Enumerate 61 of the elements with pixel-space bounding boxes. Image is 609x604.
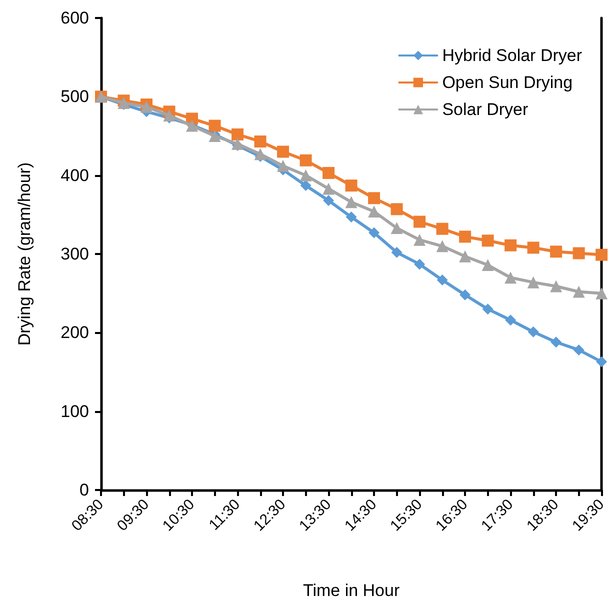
point — [368, 227, 380, 238]
y-tick-label: 300 — [60, 244, 89, 264]
point — [345, 180, 358, 192]
point — [277, 160, 290, 172]
point — [368, 192, 380, 204]
point — [505, 314, 516, 326]
point — [527, 242, 540, 254]
point — [254, 136, 266, 148]
point — [232, 128, 244, 140]
point — [436, 240, 448, 252]
point — [345, 196, 358, 208]
point — [390, 222, 403, 234]
point — [322, 166, 335, 179]
point — [482, 304, 494, 315]
point — [460, 289, 471, 300]
point — [391, 246, 402, 258]
point — [322, 182, 335, 195]
y-tick-label: 600 — [60, 8, 89, 28]
y-tick-label: 200 — [60, 323, 89, 342]
point — [300, 154, 312, 166]
legend-label: Solar Dryer — [442, 100, 528, 119]
point — [300, 169, 312, 182]
point — [482, 259, 494, 272]
point — [277, 146, 290, 158]
legend-label: Open Sun Drying — [442, 73, 573, 92]
y-tick-label: 400 — [60, 166, 89, 185]
point — [550, 246, 562, 258]
point — [346, 212, 357, 223]
point — [414, 216, 426, 228]
point — [527, 276, 540, 288]
point — [596, 248, 608, 261]
point — [323, 195, 334, 206]
point — [414, 234, 426, 246]
legend-label: Hybrid Solar Dryer — [442, 46, 582, 65]
point — [528, 326, 539, 338]
point — [414, 258, 426, 270]
point — [254, 148, 266, 160]
point — [459, 230, 472, 243]
point — [550, 280, 562, 292]
point — [550, 336, 562, 348]
point — [482, 234, 494, 247]
y-tick-label: 500 — [60, 87, 89, 106]
point — [163, 110, 176, 122]
point — [596, 356, 608, 368]
y-tick-label: 0 — [80, 480, 89, 500]
point — [504, 239, 517, 252]
point — [504, 272, 517, 284]
point — [573, 344, 584, 356]
point — [459, 250, 472, 262]
y-axis-title: Drying Rate (gram/hour) — [15, 162, 34, 346]
point — [368, 206, 380, 218]
point — [572, 247, 585, 260]
point — [572, 286, 585, 298]
y-tick-label: 100 — [60, 402, 89, 421]
point — [208, 120, 221, 132]
point — [596, 287, 608, 300]
point — [390, 203, 403, 216]
point — [436, 274, 448, 286]
point — [300, 180, 312, 192]
point — [436, 222, 448, 235]
x-axis-title: Time in Hour — [302, 581, 400, 600]
